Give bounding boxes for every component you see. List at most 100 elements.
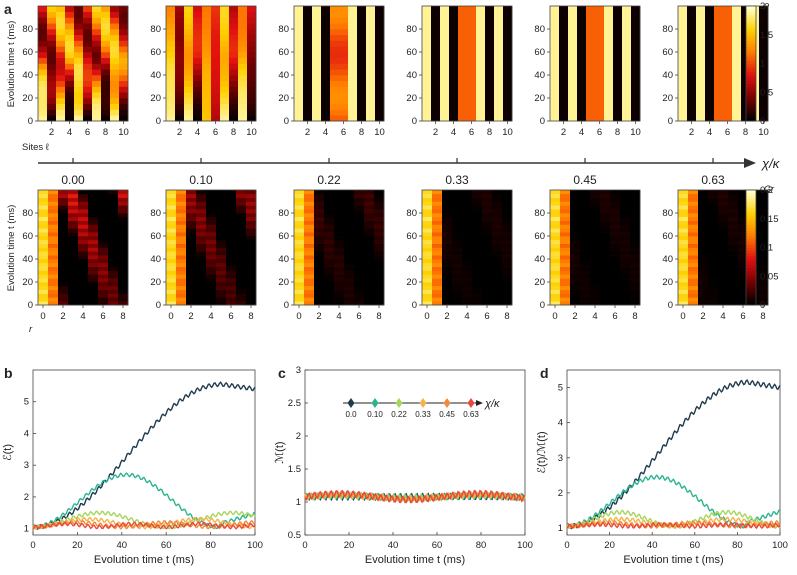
heat-cell xyxy=(304,228,315,233)
heat-cell xyxy=(68,274,79,279)
heat-cell xyxy=(330,92,340,99)
heat-cell xyxy=(550,239,561,244)
heat-cell xyxy=(211,11,221,18)
heat-cell xyxy=(723,57,733,64)
heat-cell xyxy=(718,190,729,195)
heat-cell xyxy=(47,29,57,36)
heat-cell xyxy=(366,40,376,47)
heat-cell xyxy=(98,247,109,252)
heat-cell xyxy=(422,236,433,241)
y-tick-label: 20 xyxy=(22,277,33,288)
heat-cell xyxy=(314,293,325,298)
heat-cell xyxy=(570,301,581,306)
heat-cell xyxy=(458,115,468,122)
heat-cell xyxy=(732,80,742,87)
heat-cell xyxy=(303,29,313,36)
heat-cell xyxy=(698,255,709,260)
heat-cell xyxy=(238,69,248,76)
heat-cell xyxy=(502,239,513,244)
heat-cell xyxy=(431,34,441,41)
heat-cell xyxy=(334,220,345,225)
heat-cell xyxy=(590,270,601,275)
heat-cell xyxy=(354,239,365,244)
heat-cell xyxy=(577,57,587,64)
heat-cell xyxy=(568,46,578,53)
heat-cell xyxy=(166,103,176,110)
heat-cell xyxy=(65,40,75,47)
heat-cell xyxy=(631,109,641,116)
heat-cell xyxy=(108,216,119,221)
heat-cell xyxy=(229,75,239,82)
heat-cell xyxy=(92,92,102,99)
heat-cell xyxy=(718,259,729,264)
heat-cell xyxy=(88,228,99,233)
heat-cell xyxy=(604,40,614,47)
heat-cell xyxy=(687,11,697,18)
heat-cell xyxy=(723,40,733,47)
x-axis-label: Evolution time t (ms) xyxy=(94,554,194,566)
heat-cell xyxy=(688,266,699,271)
heat-cell xyxy=(206,209,217,214)
heat-cell xyxy=(78,201,89,206)
heat-cell xyxy=(374,209,385,214)
heat-cell xyxy=(708,274,719,279)
heat-cell xyxy=(110,34,120,41)
heat-cell xyxy=(58,239,69,244)
heat-cell xyxy=(83,46,93,53)
heat-cell xyxy=(431,11,441,18)
y-tick-label: 3 xyxy=(24,460,29,471)
heat-cell xyxy=(108,255,119,260)
heat-cell xyxy=(678,11,688,18)
heat-cell xyxy=(440,34,450,41)
heat-cell xyxy=(705,103,715,110)
heat-cell xyxy=(728,293,739,298)
heat-cell xyxy=(678,270,689,275)
heat-cell xyxy=(236,224,247,229)
heat-cell xyxy=(68,297,79,302)
heat-cell xyxy=(68,247,79,252)
heat-cell xyxy=(560,266,571,271)
heat-cell xyxy=(47,52,57,59)
heat-cell xyxy=(354,201,365,206)
heat-cell xyxy=(312,17,322,24)
heat-cell xyxy=(714,23,724,30)
colorbar-cell xyxy=(746,98,756,102)
heat-cell xyxy=(101,57,111,64)
heat-cell xyxy=(595,80,605,87)
x-tick-label: 4 xyxy=(707,127,712,138)
heat-cell xyxy=(83,86,93,93)
heat-cell xyxy=(176,228,187,233)
heat-cell xyxy=(65,29,75,36)
heat-cell xyxy=(196,236,207,241)
heat-cell xyxy=(324,190,335,195)
heat-cell xyxy=(166,266,177,271)
heat-cell xyxy=(494,11,504,18)
heat-cell xyxy=(622,63,632,70)
heat-cell xyxy=(229,103,239,110)
heat-cell xyxy=(98,274,109,279)
heat-cell xyxy=(74,80,84,87)
heat-cell xyxy=(467,11,477,18)
heat-cell xyxy=(374,224,385,229)
heat-cell xyxy=(728,213,739,218)
heat-cell xyxy=(714,98,724,105)
heat-cell xyxy=(440,40,450,47)
heat-cell xyxy=(604,98,614,105)
heat-cell xyxy=(442,266,453,271)
heat-cell xyxy=(321,86,331,93)
heat-cell xyxy=(344,239,355,244)
heat-cell xyxy=(600,216,611,221)
heat-cell xyxy=(108,201,119,206)
heat-cell xyxy=(206,262,217,267)
heat-cell xyxy=(738,301,749,306)
heat-cell xyxy=(678,23,688,30)
heat-cell xyxy=(613,75,623,82)
heat-cell xyxy=(88,197,99,202)
heat-cell xyxy=(110,75,120,82)
heat-cell xyxy=(88,282,99,287)
heat-cell xyxy=(600,239,611,244)
heat-cell xyxy=(622,86,632,93)
heat-cell xyxy=(304,255,315,260)
heat-cell xyxy=(334,209,345,214)
heat-cell xyxy=(622,98,632,105)
